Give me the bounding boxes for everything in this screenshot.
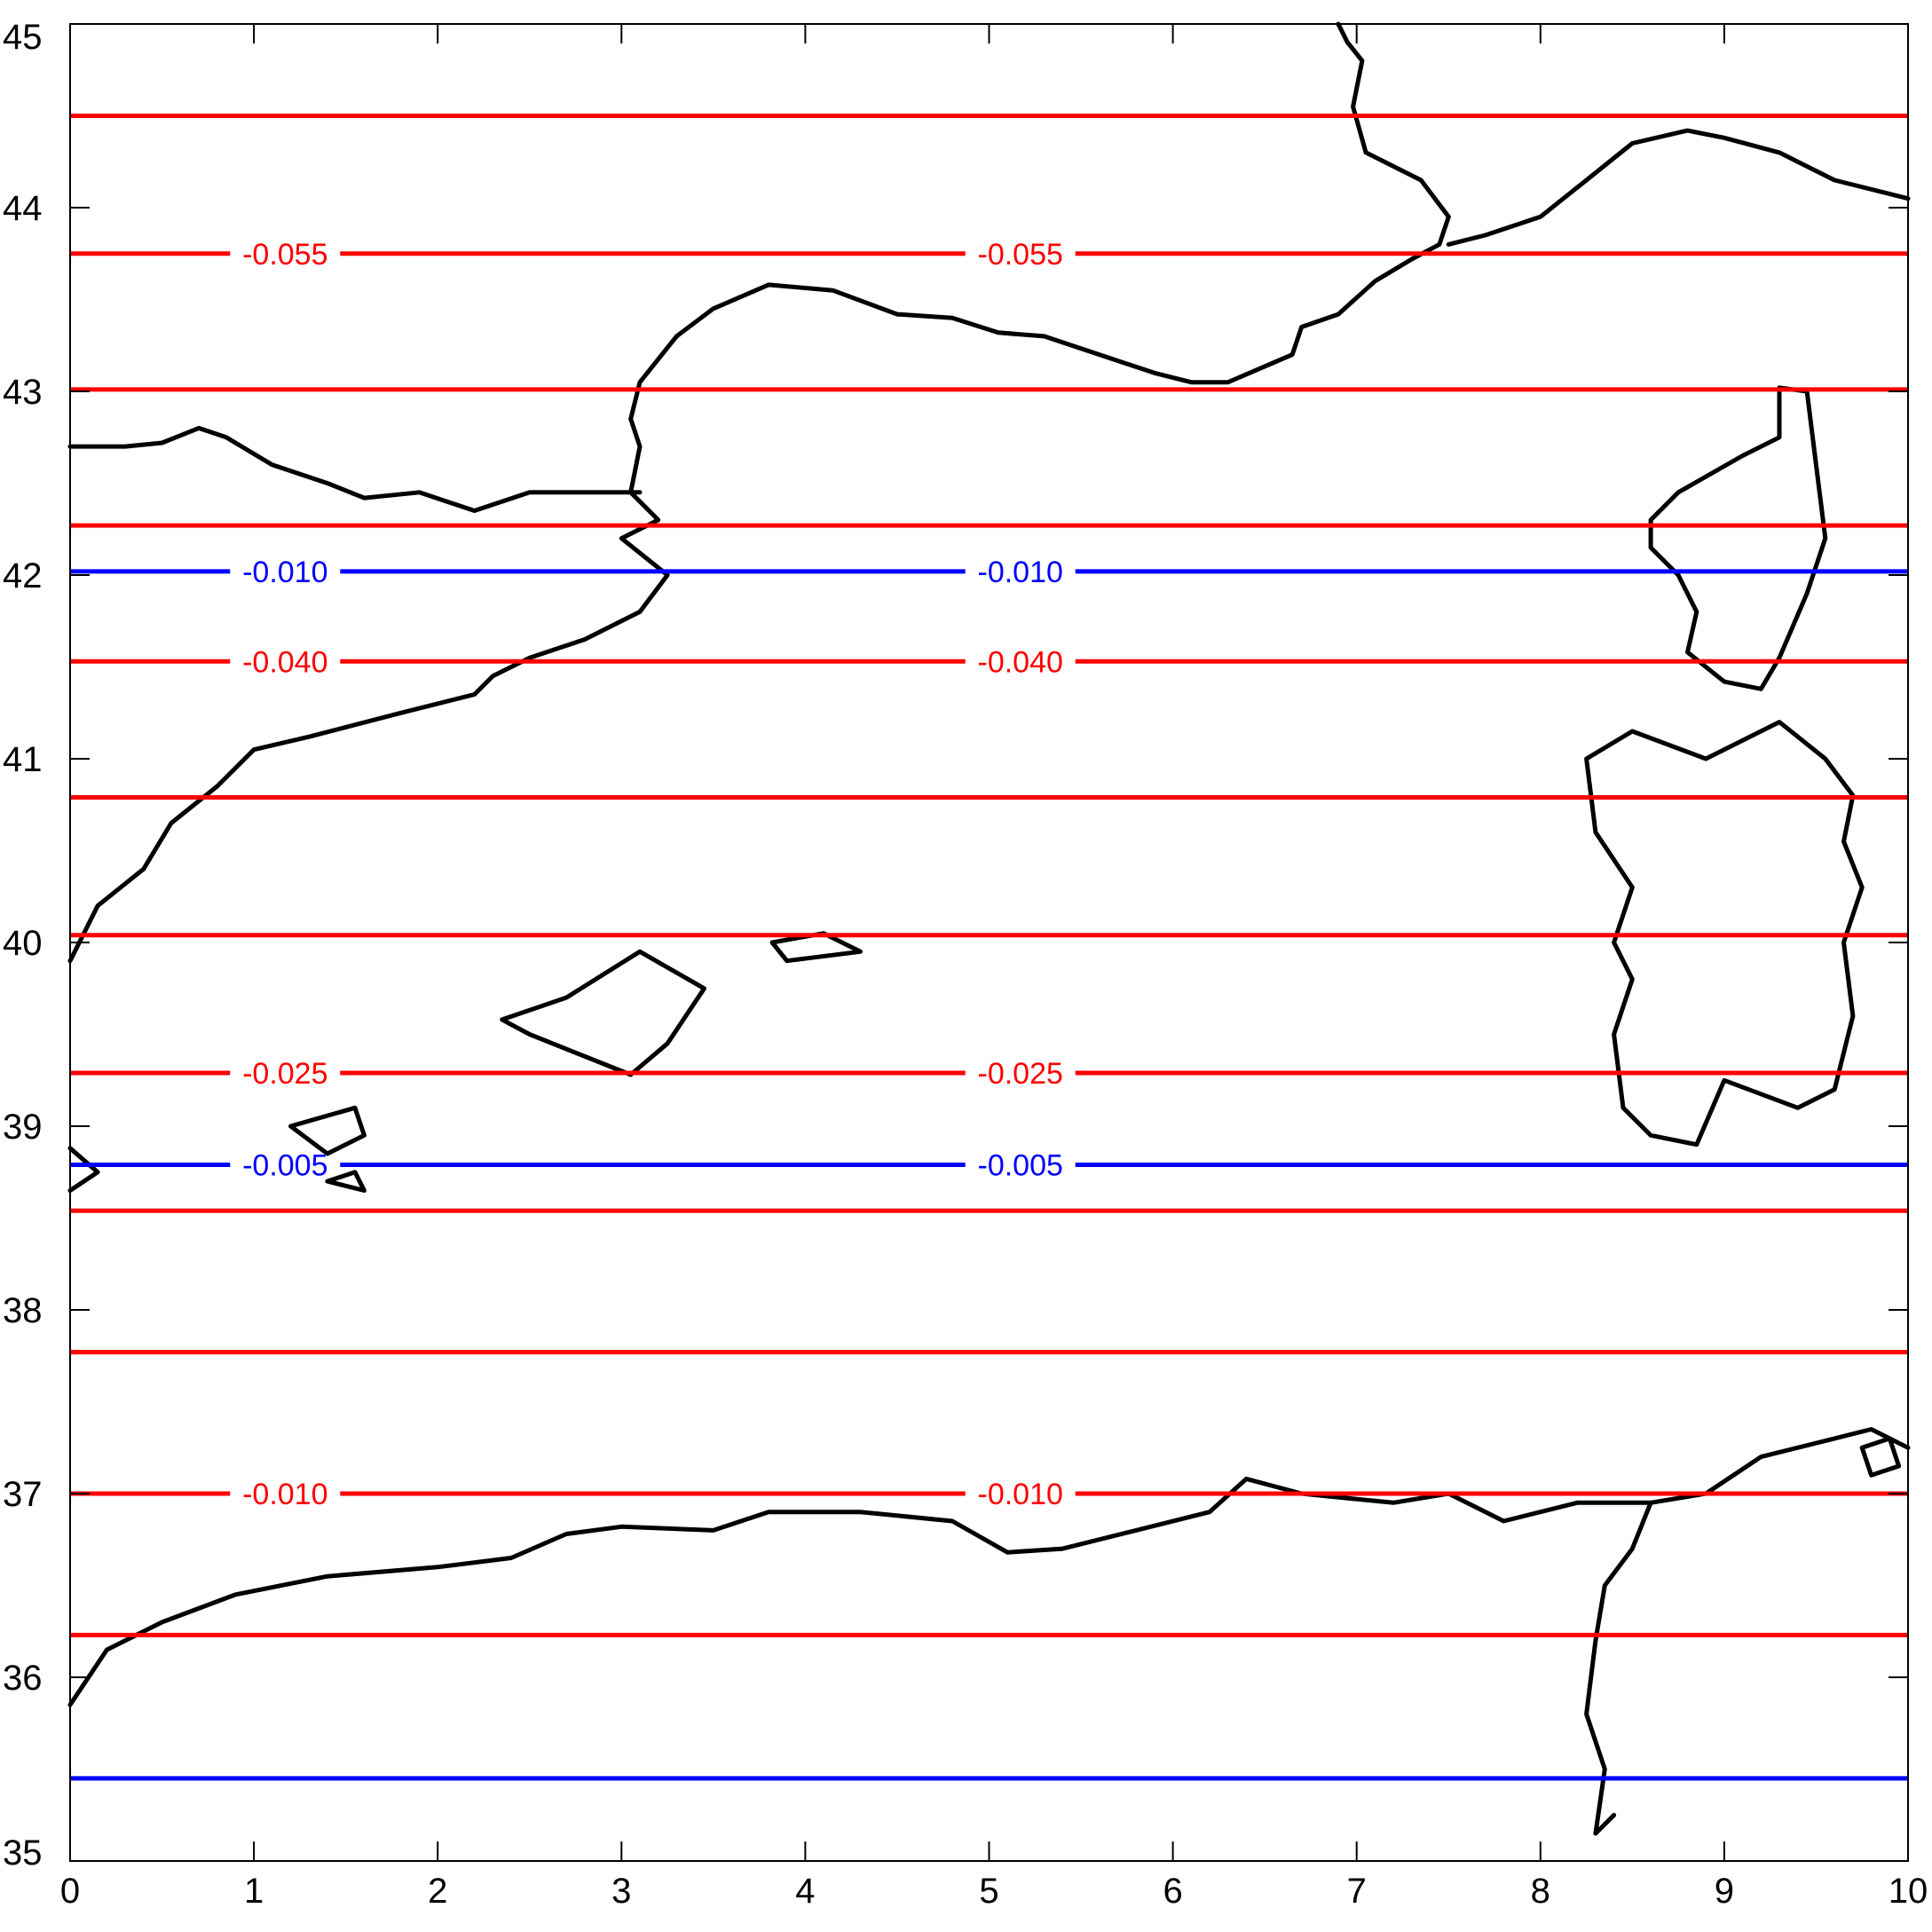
formentera bbox=[325, 1170, 367, 1193]
x-tick-label: 10 bbox=[1889, 1872, 1928, 1911]
y-tick-label: 36 bbox=[3, 1659, 43, 1698]
mallorca bbox=[500, 949, 706, 1077]
coastline-france-italy bbox=[67, 21, 1451, 964]
ibiza bbox=[288, 1105, 367, 1156]
x-tick-label: 8 bbox=[1531, 1872, 1550, 1911]
y-tick-label: 38 bbox=[3, 1291, 43, 1330]
coastline-tunisia-border bbox=[1584, 1500, 1653, 1836]
x-axis: 0 1 2 3 4 5 6 7 8 9 10 bbox=[60, 24, 1928, 1911]
y-tick-label: 40 bbox=[3, 924, 43, 963]
x-tick-label: 9 bbox=[1715, 1872, 1734, 1911]
contour-label: -0.040 bbox=[978, 645, 1063, 679]
y-tick-label: 39 bbox=[3, 1108, 43, 1147]
y-tick-label: 37 bbox=[3, 1475, 43, 1514]
corsica bbox=[1648, 385, 1828, 691]
y-tick-label: 43 bbox=[3, 373, 43, 412]
contour-label: -0.025 bbox=[978, 1057, 1063, 1091]
x-tick-label: 5 bbox=[979, 1872, 998, 1911]
x-tick-label: 4 bbox=[795, 1872, 815, 1911]
y-tick-label: 41 bbox=[3, 740, 43, 779]
coastline-italy-east bbox=[1446, 128, 1911, 247]
contour-label: -0.010 bbox=[978, 556, 1063, 589]
contour-label: -0.010 bbox=[242, 556, 327, 589]
contour-label: -0.010 bbox=[242, 1478, 327, 1511]
coastlines bbox=[67, 21, 1911, 1836]
x-tick-label: 3 bbox=[611, 1872, 631, 1911]
contour-label: -0.005 bbox=[978, 1148, 1063, 1182]
cap-bon-island bbox=[1859, 1436, 1902, 1478]
contour-label: -0.055 bbox=[978, 238, 1063, 272]
x-tick-label: 1 bbox=[244, 1872, 264, 1911]
contour-label: -0.025 bbox=[242, 1057, 327, 1091]
y-tick-label: 45 bbox=[3, 18, 43, 57]
y-tick-label: 35 bbox=[3, 1833, 43, 1873]
contour-label: -0.010 bbox=[978, 1478, 1063, 1511]
x-tick-label: 6 bbox=[1163, 1872, 1182, 1911]
y-tick-label: 44 bbox=[3, 189, 43, 228]
contour-label: -0.040 bbox=[242, 645, 327, 679]
x-tick-label: 0 bbox=[60, 1872, 80, 1911]
contour-label: -0.005 bbox=[242, 1148, 327, 1182]
x-tick-label: 2 bbox=[428, 1872, 447, 1911]
x-tick-label: 7 bbox=[1347, 1872, 1367, 1911]
coastline-spain-south bbox=[67, 1146, 100, 1193]
y-tick-label: 42 bbox=[3, 556, 43, 595]
contour-lines: -0.055 -0.055 -0.010 -0.010 -0.040 -0.040 -0.0… bbox=[70, 114, 1908, 1781]
coastline-north-africa bbox=[67, 1427, 1911, 1707]
y-axis: 35 36 37 38 39 40 41 42 43 44 45 bbox=[3, 18, 1908, 1873]
coastline-pyrenees-border bbox=[67, 425, 643, 513]
contour-label: -0.055 bbox=[242, 238, 327, 272]
